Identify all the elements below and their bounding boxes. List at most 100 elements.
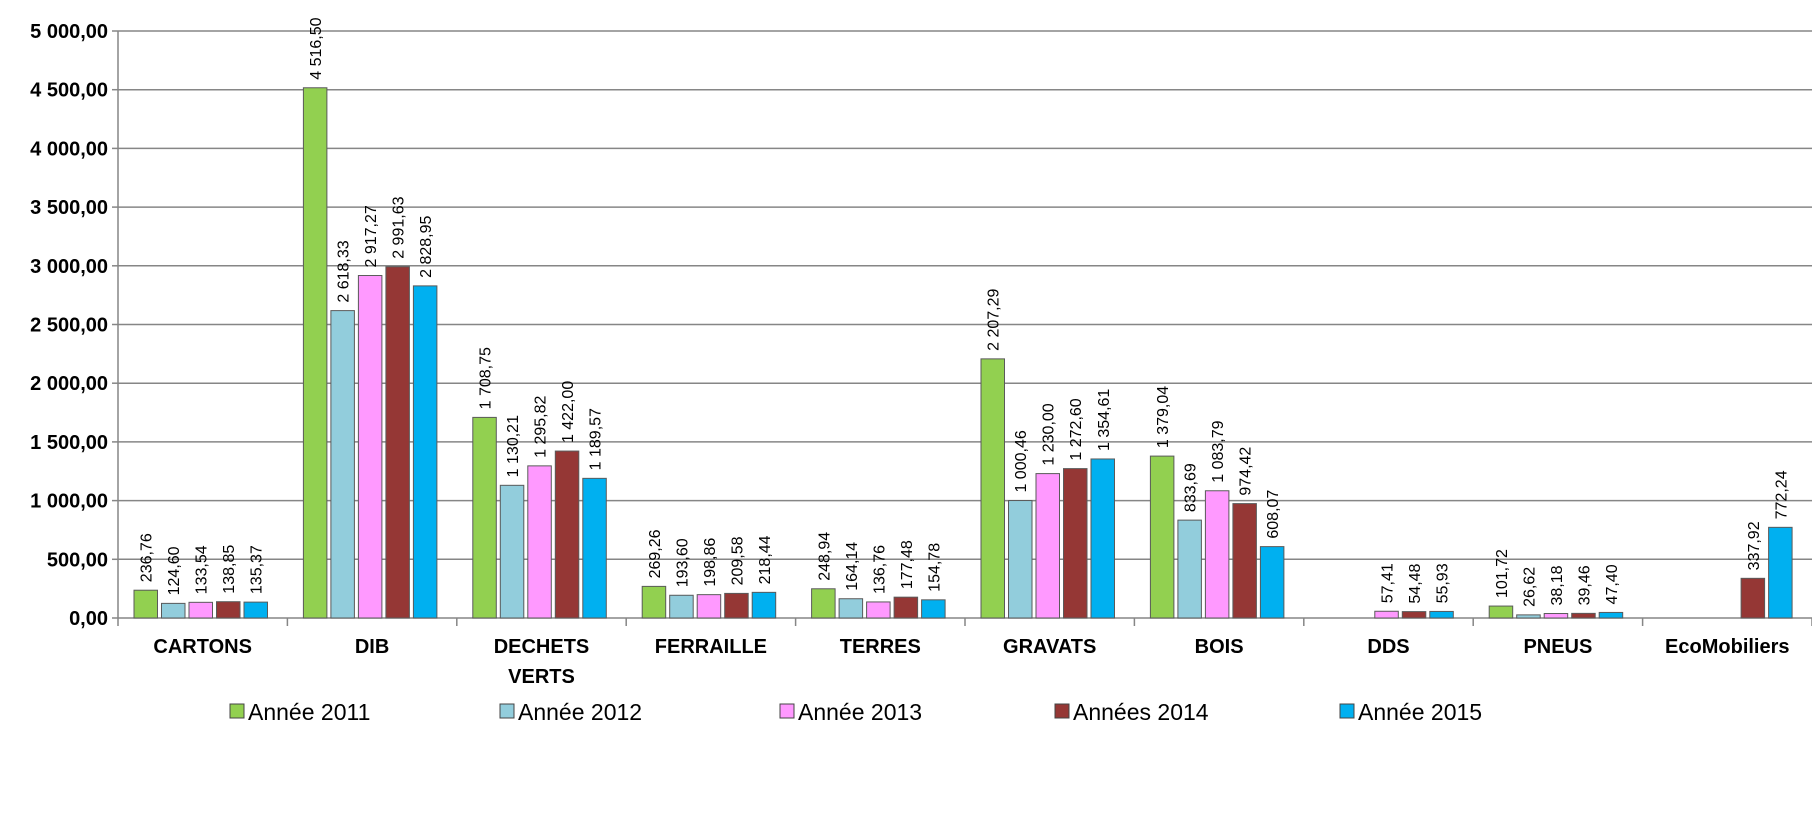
data-label: 1 000,46 [1013,430,1030,492]
bar [811,588,836,619]
bar [161,602,186,619]
data-label: 39,46 [1576,565,1593,605]
bar [1259,546,1285,619]
x-tick-label: CARTONS [153,636,252,658]
data-label: 135,37 [249,545,266,594]
bar [1543,613,1569,619]
bar [472,416,497,619]
bar [582,477,607,619]
bar [499,484,525,619]
data-label: 164,14 [844,542,861,591]
bar [838,598,864,619]
data-label: 269,26 [647,529,664,578]
data-label: 2 917,27 [363,205,380,267]
bar [302,87,328,619]
bar [866,601,891,619]
x-tick-label: BOIS [1195,636,1244,658]
bar [1598,611,1624,619]
x-tick-label: TERRES [840,636,921,658]
data-label: 193,60 [674,538,691,587]
bar [133,589,158,619]
bar [1008,500,1033,619]
bar [921,599,946,619]
data-label: 47,40 [1604,564,1621,604]
y-tick-label: 3 500,00 [30,197,108,219]
legend-swatch [1054,703,1070,719]
bar [1063,468,1088,619]
bar [669,594,694,619]
bar [554,450,580,619]
bars [133,87,1793,619]
data-label: 57,41 [1380,563,1397,603]
data-label: 236,76 [139,533,156,582]
x-tick-label: FERRAILLE [655,636,767,658]
data-label: 55,93 [1435,563,1452,603]
bar [893,596,919,619]
y-tick-label: 4 500,00 [30,80,108,102]
bar [1177,519,1202,619]
x-axis: CARTONS DIB DECHETS VERTS FERRAILLE TERRES GRA… [117,618,1812,688]
data-label: 154,78 [926,543,943,592]
bar [412,285,438,619]
data-label: 1 295,82 [533,395,550,457]
data-label: 2 828,95 [418,215,435,277]
legend-swatch [229,703,245,719]
y-tick-label: 2 000,00 [30,373,108,395]
bar [1374,610,1399,619]
bar [188,601,213,619]
bar [980,358,1005,619]
y-axis: 0,00 500,00 1 000,00 1 500,00 2 000,00 2 500,… [30,21,119,630]
data-label: 54,48 [1407,563,1424,603]
legend-label: Année 2012 [518,699,642,725]
data-label: 198,86 [702,538,719,587]
bar [243,601,268,619]
x-tick-label: DECHETS [494,636,590,658]
data-label: 136,76 [871,545,888,594]
bar [1232,503,1257,619]
y-tick-label: 2 500,00 [30,315,108,337]
x-tick-label: DDS [1367,636,1409,658]
data-label: 1 422,00 [560,381,577,443]
bar [357,275,383,619]
bar [1090,458,1115,619]
legend-label: Années 2014 [1073,699,1209,725]
data-label: 2 991,63 [391,196,408,258]
bar [385,266,410,619]
y-tick-label: 4 000,00 [30,138,108,160]
data-label: 101,72 [1494,549,1511,598]
data-label: 177,48 [899,540,916,589]
bar [1516,614,1541,619]
data-label: 1 189,57 [588,408,605,470]
data-label: 218,44 [757,535,774,584]
data-label: 337,92 [1746,521,1763,570]
bar [1571,612,1596,619]
data-label: 133,54 [194,545,211,594]
data-label: 2 618,33 [336,240,353,302]
bar [641,585,667,619]
bar [330,310,355,619]
bar [1488,605,1514,619]
x-tick-label: DIB [355,636,389,658]
y-tick-label: 1 500,00 [30,432,108,454]
bar [696,594,722,619]
data-label: 38,18 [1549,565,1566,605]
y-tick-label: 5 000,00 [30,21,108,43]
legend-label: Année 2013 [798,699,922,725]
data-label: 1 708,75 [478,347,495,409]
y-tick-label: 500,00 [47,549,108,571]
data-label: 1 130,21 [505,415,522,477]
data-label: 1 272,60 [1068,398,1085,460]
bar [1429,610,1454,619]
bar [1204,490,1230,619]
bar [1035,473,1060,619]
legend-swatch [779,703,795,719]
x-tick-label: GRAVATS [1003,636,1096,658]
data-label: 608,07 [1265,490,1282,539]
data-label: 138,85 [221,545,238,594]
x-tick-label: PNEUS [1523,636,1592,658]
data-label: 833,69 [1183,463,1200,512]
bar [724,592,749,619]
y-tick-label: 3 000,00 [30,256,108,278]
legend-label: Année 2011 [248,699,370,725]
